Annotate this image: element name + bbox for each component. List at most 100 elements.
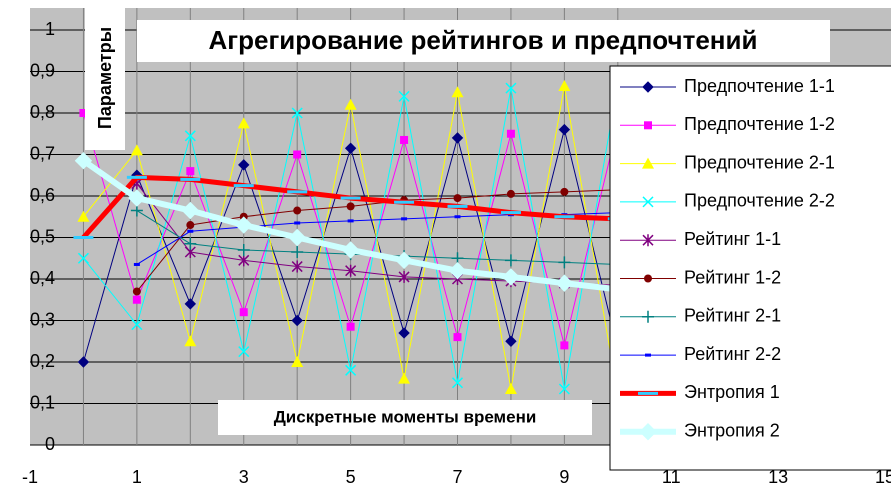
legend-label: Предпочтение 1-1 (684, 76, 835, 96)
legend-label: Энтропия 1 (684, 382, 780, 402)
y-tick-label: 0,8 (30, 102, 55, 122)
marker (398, 90, 410, 102)
x-tick-label: 11 (662, 467, 681, 487)
marker (642, 157, 654, 169)
marker (454, 215, 461, 219)
marker (344, 142, 357, 154)
chart-title: Агрегирование рейтингов и предпочтений (209, 25, 758, 55)
marker (132, 287, 141, 296)
x-tick-label: -1 (22, 467, 38, 487)
x-tick-label: 13 (768, 467, 788, 487)
legend-label: Энтропия 2 (684, 420, 780, 440)
marker (451, 132, 464, 144)
marker (398, 270, 410, 283)
marker (642, 234, 654, 247)
marker (79, 109, 88, 117)
x-tick-label: 15 (875, 467, 891, 487)
y-tick-label: 0 (45, 434, 55, 454)
marker (291, 107, 303, 119)
legend-label: Предпочтение 1-2 (684, 114, 835, 134)
marker (398, 372, 411, 384)
marker (238, 159, 250, 171)
marker (77, 356, 90, 368)
series-line (136, 189, 618, 292)
marker (644, 121, 652, 130)
marker (294, 221, 301, 225)
marker (180, 177, 201, 181)
marker (237, 243, 250, 256)
marker (558, 123, 571, 136)
y-tick-label: 1 (45, 19, 55, 39)
marker (133, 262, 140, 266)
marker (504, 382, 517, 394)
y-label-box (85, 5, 125, 150)
marker (131, 319, 143, 331)
legend-entries: Предпочтение 1-1 Предпочтение 1-2 Предпочт… (620, 76, 835, 441)
marker (345, 364, 357, 376)
marker (132, 295, 141, 304)
marker (126, 175, 147, 179)
marker (347, 219, 354, 223)
marker (293, 206, 302, 215)
x-tick-label: 5 (346, 467, 356, 487)
y-tick-label: 0,2 (30, 351, 55, 371)
marker (448, 261, 467, 280)
marker (130, 144, 143, 156)
legend-label: Рейтинг 1-1 (684, 229, 781, 249)
marker (77, 252, 89, 264)
marker (558, 80, 571, 92)
marker (291, 246, 304, 259)
marker (340, 196, 361, 200)
y-axis-label: Параметры (95, 27, 115, 129)
marker (401, 217, 408, 221)
marker (341, 241, 360, 259)
marker (638, 391, 658, 395)
marker (186, 167, 195, 176)
series-lines (73, 78, 628, 401)
x-tick-label: 3 (239, 467, 249, 487)
marker (644, 274, 652, 283)
marker (238, 254, 250, 267)
marker (560, 187, 569, 196)
marker (293, 150, 302, 159)
marker (235, 216, 253, 234)
x-label-box (218, 400, 592, 435)
y-tick-label: 0,7 (30, 143, 55, 163)
marker (451, 377, 464, 389)
y-tick-label: 0,4 (30, 268, 55, 288)
marker (395, 251, 413, 270)
marker (504, 254, 517, 267)
legend-label: Рейтинг 2-2 (684, 344, 781, 364)
marker (128, 189, 146, 207)
marker (291, 260, 303, 273)
marker (505, 82, 517, 94)
marker (346, 322, 355, 331)
x-axis-label: Дискретные моменты времени (274, 407, 537, 426)
y-tick-label: 0,1 (30, 392, 55, 412)
marker (642, 81, 654, 93)
marker (184, 130, 196, 142)
marker (447, 204, 468, 208)
marker (453, 194, 462, 203)
marker (506, 189, 515, 198)
legend-label: Рейтинг 2-1 (684, 306, 781, 326)
marker (346, 202, 355, 211)
x-tick-label: 7 (452, 467, 462, 487)
marker (291, 314, 303, 327)
marker (345, 264, 357, 277)
marker (291, 356, 304, 367)
marker (239, 308, 248, 317)
marker (77, 210, 90, 222)
marker (555, 274, 574, 292)
y-tick-label: 0,3 (30, 309, 55, 329)
marker (233, 184, 254, 188)
marker (344, 98, 357, 110)
y-tick-label: 0,9 (30, 60, 55, 80)
legend (609, 65, 891, 471)
marker (506, 129, 515, 138)
marker (639, 422, 657, 441)
y-tick-label: 0,5 (30, 226, 55, 246)
marker (288, 228, 306, 247)
marker (645, 353, 651, 357)
marker (238, 346, 250, 358)
